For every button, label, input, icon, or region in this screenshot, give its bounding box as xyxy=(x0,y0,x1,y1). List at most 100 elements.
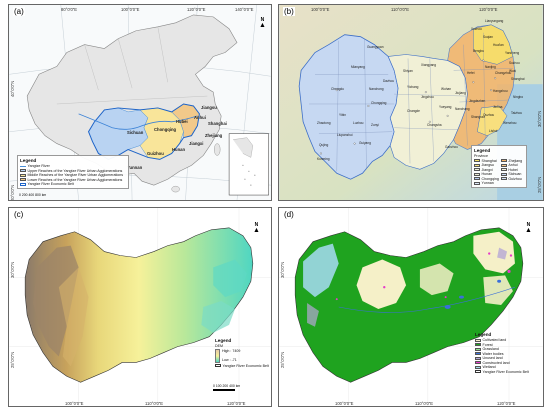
city-label: Changde xyxy=(407,109,420,113)
city-label: Xiangyang xyxy=(421,63,437,67)
label-yunnan: Yunnan xyxy=(127,165,143,170)
city-label: Suqian xyxy=(483,35,493,39)
north-arrow-icon: N ▲ xyxy=(253,222,260,234)
panel-c-map xyxy=(9,208,271,406)
panel-a-legend: Legend Yangtze River Upper Reaches of th… xyxy=(17,155,129,190)
panel-d-legend: Legend Cultivated land Forest Grassland … xyxy=(475,331,529,374)
a-top-tick-3: 140°0'0"E xyxy=(235,7,254,12)
b-top-tick-2: 120°0'0"E xyxy=(479,7,498,12)
city-label: Jiujiang xyxy=(455,91,466,95)
panel-c-label: (c) xyxy=(13,210,25,219)
label-jiangsu: Jiangsu xyxy=(201,105,217,110)
panel-c-legend: Legend DEM High : 7409 Low : -71 Yangtze… xyxy=(215,337,269,368)
city-label: Jingzhou xyxy=(421,95,434,99)
city-label: Jinhua xyxy=(493,105,503,109)
city-label: Dazhou xyxy=(383,79,394,83)
city-label: Nanjing xyxy=(485,65,496,69)
panel-b-legend: Legend Province Shanghai Zhejiang Jiangs… xyxy=(471,145,527,189)
city-label: Nanchong xyxy=(369,87,384,91)
c-left-tick-0: 30°0'0"N xyxy=(10,261,15,278)
city-label: Wenzhou xyxy=(503,121,517,125)
panel-b-city-map: (b) 100°0'0"E xyxy=(278,4,544,201)
a-top-tick-2: 120°0'0"E xyxy=(187,7,206,12)
city-label: Shiyan xyxy=(403,69,413,73)
city-label: Taizhou xyxy=(511,111,522,115)
city-label: Hangzhou xyxy=(493,89,508,93)
dem-colorbar xyxy=(215,348,220,363)
city-label: Wuxi xyxy=(509,69,517,73)
b-right-tick-1: 25°0'0"N xyxy=(537,176,542,193)
panel-d-label: (d) xyxy=(283,210,295,219)
city-label: Changsha xyxy=(427,123,442,127)
c-bottom-tick-0: 100°0'0"E xyxy=(65,401,84,406)
city-label: Guangyuan xyxy=(367,45,384,49)
city-label: Zhaotong xyxy=(317,121,331,125)
a-top-tick-0: 80°0'0"E xyxy=(61,7,78,12)
a-left-tick-1: 20°0'0"N xyxy=(10,184,15,201)
panel-d-map xyxy=(279,208,543,406)
city-label: Xuzhou xyxy=(471,27,482,31)
city-label: Lishui xyxy=(489,129,498,133)
city-label: Huai'an xyxy=(493,43,504,47)
label-chongqing: Chongqing xyxy=(154,127,177,132)
city-label: Yancheng xyxy=(505,51,520,55)
city-label: Luzhou xyxy=(353,121,364,125)
a-top-tick-1: 100°0'0"E xyxy=(121,7,140,12)
b-top-tick-1: 110°0'0"E xyxy=(391,7,410,12)
label-hubei: Hubei xyxy=(176,119,188,124)
city-label: Quzhou xyxy=(483,113,495,117)
panel-a-label: (a) xyxy=(13,7,25,16)
city-label: Yibin xyxy=(339,113,346,117)
b-top-tick-0: 100°0'0"E xyxy=(311,7,330,12)
d-bottom-tick-2: 120°0'0"E xyxy=(497,401,516,406)
city-label: Shanghai xyxy=(511,77,525,81)
city-label: Chongqing xyxy=(371,101,387,105)
c-bottom-tick-1: 110°0'0"E xyxy=(145,401,164,406)
city-label: Jingdezhen xyxy=(469,99,486,103)
panel-c-dem-map: (c) 30°0'0"N 25°0'0"N xyxy=(8,207,272,407)
city-label: Shangrao xyxy=(471,115,485,119)
label-zhejiang: Zhejiang xyxy=(205,133,223,138)
c-left-tick-1: 25°0'0"N xyxy=(10,351,15,368)
panel-a-location-map: (a) 80°0'0"E 100°0'0"E 120°0'0"E 140°0'0… xyxy=(8,4,272,201)
city-label: Yueyang xyxy=(439,105,452,109)
city-label: Changzhou xyxy=(495,71,512,75)
city-label: Suzhou xyxy=(509,61,520,65)
city-label: Hefei xyxy=(467,71,475,75)
label-sichuan: Sichuan xyxy=(127,130,144,135)
d-yreb-landuse xyxy=(294,227,524,383)
city-label: Liupanshui xyxy=(337,133,353,137)
city-label: Wuhan xyxy=(441,87,452,91)
city-label: Bengbu xyxy=(473,49,484,53)
panel-a-scale-bar: 0 200 400 800 km xyxy=(19,193,47,197)
panel-c-scale-bar: 0 100 200 400 km xyxy=(213,384,240,391)
city-label: Guiyang xyxy=(359,141,371,145)
label-jiangxi: Jiangxi xyxy=(189,141,204,146)
city-label: Zunyi xyxy=(371,123,379,127)
panel-d-landuse-map: (d) 30°0'0"N 25°0'0"N 100°0'0"E 110°0'0"… xyxy=(278,207,544,407)
panel-b-label: (b) xyxy=(283,7,295,16)
d-left-tick-1: 25°0'0"N xyxy=(280,351,285,368)
a-left-tick-0: 40°0'0"N xyxy=(10,80,15,97)
label-hunan: Hunan xyxy=(172,147,186,152)
label-guizhou: Guizhou xyxy=(147,151,164,156)
d-bottom-tick-0: 100°0'0"E xyxy=(335,401,354,406)
north-arrow-icon: N ▲ xyxy=(525,222,532,234)
yangtze-river xyxy=(78,113,198,130)
label-anhui: Anhui xyxy=(194,115,206,120)
city-label: Lianyungang xyxy=(485,19,504,23)
b-right-tick-0: 30°0'0"N xyxy=(537,110,542,127)
north-arrow-icon: N ▲ xyxy=(259,17,266,29)
b-middle-region xyxy=(387,54,468,170)
city-label: Chengdu xyxy=(331,87,344,91)
d-left-tick-0: 30°0'0"N xyxy=(280,261,285,278)
label-shanghai: Shanghai xyxy=(208,121,227,126)
panel-b-map xyxy=(279,5,543,200)
d-bottom-tick-1: 110°0'0"E xyxy=(415,401,434,406)
city-label: Qujing xyxy=(319,143,329,147)
city-label: Ningbo xyxy=(513,95,524,99)
city-label: Mianyang xyxy=(351,65,365,69)
city-label: Yichang xyxy=(407,85,419,89)
city-label: Nanchang xyxy=(455,107,470,111)
city-label: Kunming xyxy=(317,157,330,161)
